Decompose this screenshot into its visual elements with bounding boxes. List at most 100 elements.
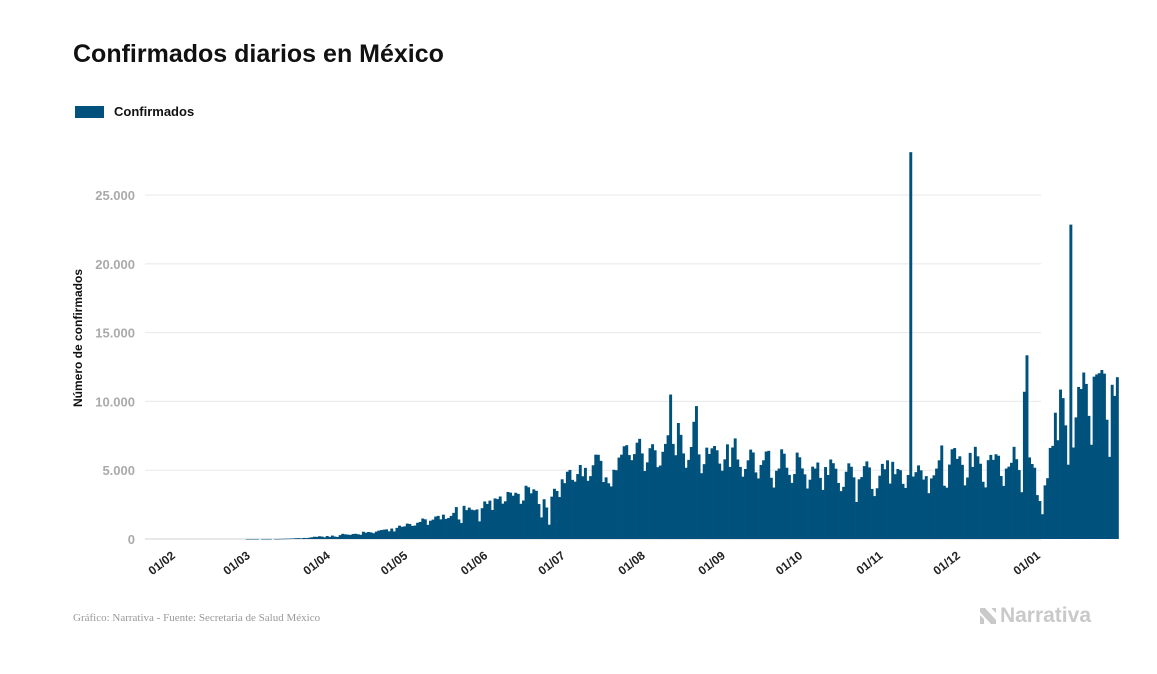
bar [963, 485, 967, 539]
bar [1084, 383, 1088, 539]
bar [552, 488, 556, 539]
bar [369, 532, 373, 539]
bar [594, 454, 598, 539]
bar [274, 538, 278, 540]
bar [873, 496, 877, 539]
bar [612, 469, 616, 539]
bar [707, 453, 711, 539]
bar [924, 476, 928, 539]
bar [514, 492, 518, 539]
bar [883, 469, 887, 539]
y-tick-label: 25.000 [95, 188, 135, 203]
bar [762, 460, 766, 539]
bar [713, 445, 716, 539]
bar [1028, 457, 1032, 539]
bar [1041, 514, 1044, 539]
bar [1095, 374, 1099, 539]
bar [571, 479, 574, 539]
legend-label-confirmados: Confirmados [114, 104, 195, 119]
bar [405, 523, 409, 539]
bar [741, 476, 745, 539]
x-tick-label: 01/11 [854, 548, 886, 577]
bar [640, 453, 644, 539]
bar [599, 460, 603, 539]
bar [390, 528, 394, 539]
bar [917, 465, 920, 539]
bar [664, 443, 667, 539]
bar [1046, 478, 1050, 539]
bar [418, 521, 422, 539]
bar [297, 538, 301, 539]
bar [973, 446, 977, 539]
bar [1051, 445, 1055, 539]
bar [684, 467, 688, 539]
x-tick-label: 01/08 [615, 548, 648, 578]
bar [700, 473, 704, 539]
bar [638, 438, 642, 539]
bar [421, 518, 425, 539]
bar [1002, 485, 1006, 539]
bar [578, 464, 582, 539]
bar [800, 468, 804, 539]
source-credit: Gráfico: Narrativa - Fuente: Secretaria … [73, 612, 321, 624]
bar [852, 477, 856, 539]
bar [263, 538, 267, 540]
bar [1012, 446, 1016, 539]
bar [346, 534, 350, 539]
bar [413, 525, 417, 539]
bar [971, 466, 975, 539]
bar [656, 467, 660, 539]
bar [1025, 355, 1029, 539]
bar [1079, 389, 1083, 539]
bar [948, 464, 951, 539]
bar [398, 525, 401, 539]
bar [573, 481, 577, 539]
bar [472, 510, 476, 539]
bar [824, 467, 828, 539]
bar [558, 497, 562, 539]
bar [341, 533, 345, 539]
bar [287, 538, 290, 540]
bar [429, 520, 432, 539]
bar [782, 453, 786, 539]
bar [503, 501, 507, 539]
bar [527, 487, 531, 539]
bar [576, 474, 580, 539]
bar [880, 463, 884, 539]
bar [547, 524, 551, 539]
bar [813, 468, 817, 539]
bar [855, 501, 859, 539]
chart-title: Confirmados diarios en México [73, 40, 444, 68]
bar [875, 488, 879, 539]
bar [787, 474, 791, 539]
bar [276, 538, 280, 540]
bar [423, 519, 427, 539]
bar [320, 536, 324, 539]
bar [645, 462, 649, 539]
bar [896, 468, 900, 539]
bar [775, 470, 778, 539]
bar [816, 462, 820, 539]
bar [586, 480, 590, 539]
bar [568, 469, 572, 539]
bar [914, 472, 918, 539]
bar [715, 450, 719, 539]
bar [795, 452, 799, 539]
x-tick-label: 01/03 [220, 548, 253, 578]
bar [462, 505, 466, 539]
bar [625, 445, 629, 539]
bar [627, 455, 631, 539]
bar [728, 466, 732, 539]
x-tick-label: 01/07 [535, 548, 568, 578]
bar [315, 536, 319, 539]
bar [710, 448, 714, 539]
bar [408, 524, 412, 539]
bar [764, 451, 768, 539]
bar [860, 477, 864, 539]
bar [361, 531, 365, 539]
bar [772, 487, 776, 539]
bar [457, 519, 461, 539]
bar [692, 421, 696, 539]
bar [348, 534, 352, 539]
bar [617, 457, 621, 539]
